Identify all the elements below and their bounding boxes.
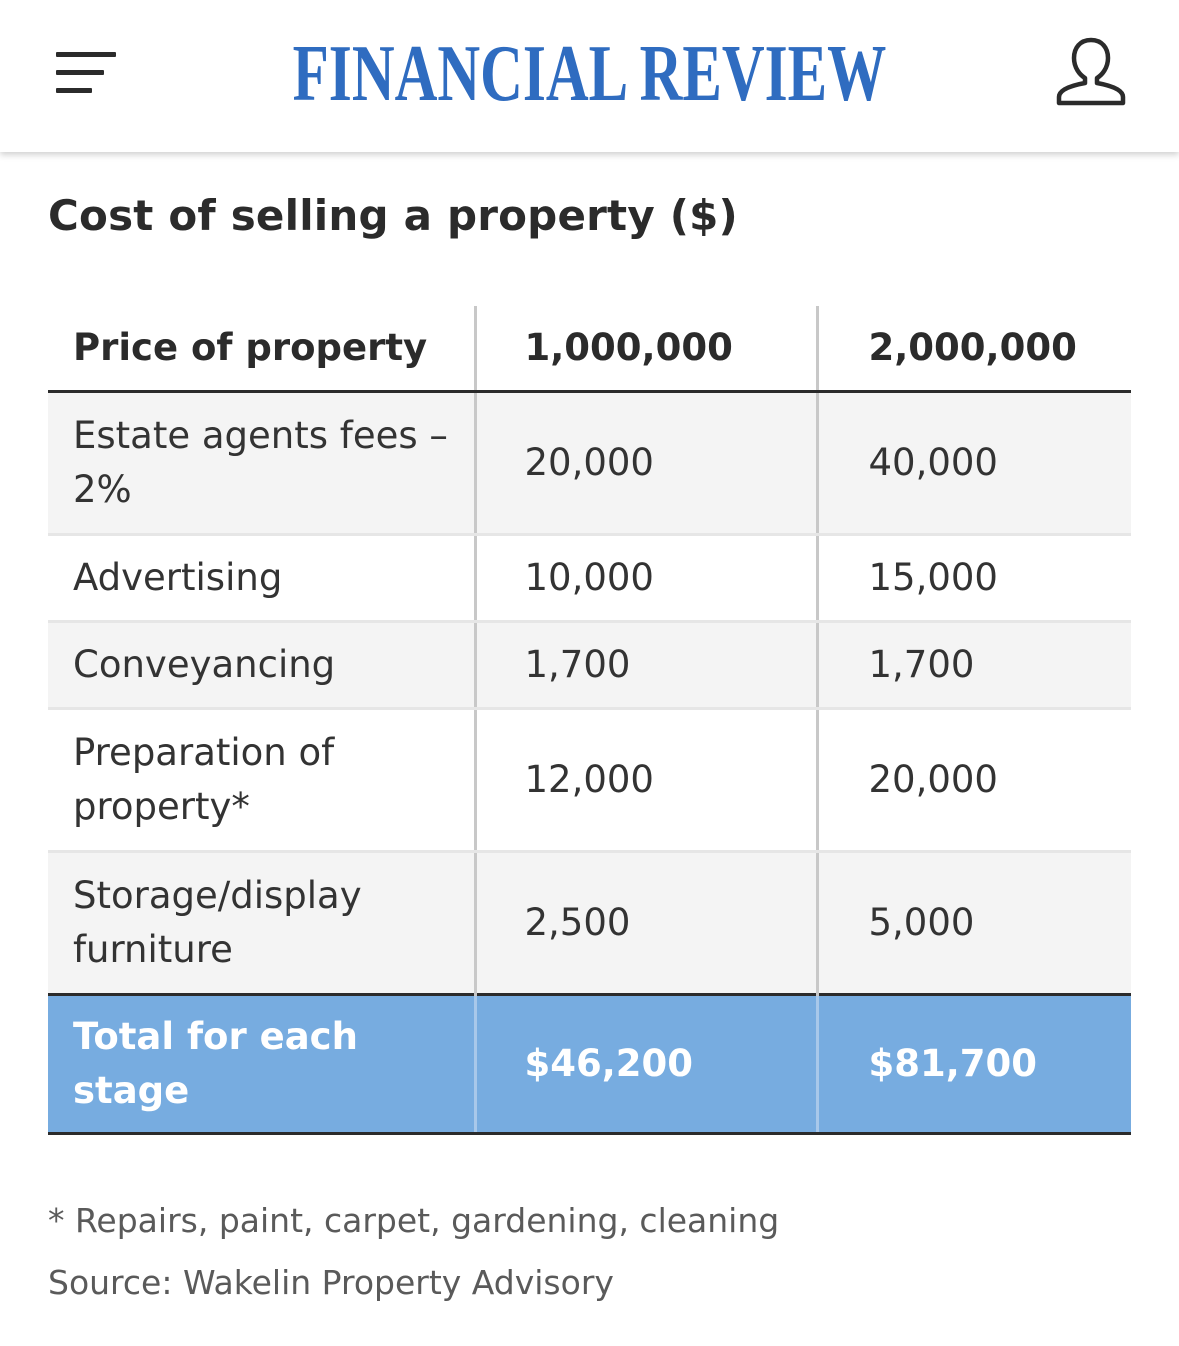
article-title: Cost of selling a property ($) [48, 191, 738, 240]
cell-value: 15,000 [815, 534, 1131, 623]
menu-line [56, 52, 116, 57]
row-label: Advertising [48, 534, 475, 623]
table-header-row: Price of property 1,000,000 2,000,000 [48, 306, 1131, 393]
column-header: 2,000,000 [815, 306, 1131, 393]
table-notes: * Repairs, paint, carpet, gardening, cle… [48, 1190, 779, 1314]
column-header: 1,000,000 [473, 306, 817, 393]
total-value: $81,700 [815, 993, 1131, 1135]
cell-value: 20,000 [473, 391, 817, 536]
table-row: Storage/display furniture 2,500 5,000 [48, 851, 1131, 995]
row-label: Conveyancing [48, 621, 475, 710]
source-credit: Source: Wakelin Property Advisory [48, 1263, 614, 1302]
total-label: Total for each stage [48, 993, 475, 1135]
cell-value: 5,000 [815, 851, 1131, 995]
cell-value: 40,000 [815, 391, 1131, 536]
table-row: Advertising 10,000 15,000 [48, 534, 1131, 623]
cell-value: 1,700 [815, 621, 1131, 710]
cost-table: Price of property 1,000,000 2,000,000 Es… [48, 306, 1131, 1135]
row-label: Storage/display furniture [48, 851, 475, 995]
footnote: * Repairs, paint, carpet, gardening, cle… [48, 1201, 780, 1240]
hamburger-menu-icon[interactable] [50, 44, 122, 104]
total-value: $46,200 [473, 993, 817, 1135]
cell-value: 10,000 [473, 534, 817, 623]
cell-value: 2,500 [473, 851, 817, 995]
column-header: Price of property [48, 306, 475, 393]
app-header: FINANCIAL REVIEW [0, 0, 1179, 152]
table-row: Estate agents fees – 2% 20,000 40,000 [48, 391, 1131, 536]
table-row: Conveyancing 1,700 1,700 [48, 621, 1131, 710]
cell-value: 20,000 [815, 708, 1131, 853]
cell-value: 12,000 [473, 708, 817, 853]
row-label: Preparation of property* [48, 708, 475, 853]
menu-line [56, 88, 92, 93]
table-row: Preparation of property* 12,000 20,000 [48, 708, 1131, 853]
total-row: Total for each stage $46,200 $81,700 [48, 993, 1131, 1135]
row-label: Estate agents fees – 2% [48, 391, 475, 536]
cell-value: 1,700 [473, 621, 817, 710]
financial-review-logo[interactable]: FINANCIAL REVIEW [292, 30, 887, 118]
user-account-icon[interactable] [1052, 34, 1130, 108]
menu-line [56, 70, 104, 75]
